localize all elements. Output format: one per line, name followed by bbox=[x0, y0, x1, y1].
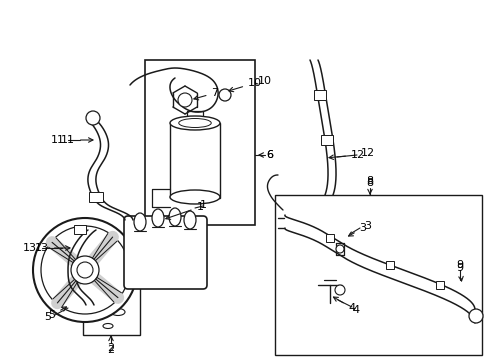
Text: 11: 11 bbox=[51, 135, 65, 145]
Bar bbox=[145, 60, 254, 225]
Text: 2: 2 bbox=[107, 336, 114, 353]
Ellipse shape bbox=[179, 118, 211, 127]
Circle shape bbox=[33, 218, 137, 322]
Text: 5: 5 bbox=[44, 312, 51, 322]
Bar bbox=[435, 281, 443, 289]
Text: 8: 8 bbox=[366, 178, 373, 194]
Text: 4: 4 bbox=[333, 297, 355, 313]
Bar bbox=[320, 135, 332, 145]
Bar bbox=[313, 90, 325, 100]
Text: 1: 1 bbox=[199, 200, 206, 210]
Text: 8: 8 bbox=[366, 176, 373, 186]
Circle shape bbox=[41, 226, 129, 314]
Ellipse shape bbox=[170, 190, 220, 204]
Bar bbox=[83, 265, 140, 335]
Ellipse shape bbox=[169, 208, 181, 226]
Text: 3: 3 bbox=[348, 223, 366, 236]
Ellipse shape bbox=[103, 324, 113, 328]
Circle shape bbox=[334, 285, 345, 295]
Text: 10: 10 bbox=[258, 76, 271, 86]
Text: 7: 7 bbox=[193, 88, 218, 100]
Circle shape bbox=[468, 309, 482, 323]
Text: 2: 2 bbox=[107, 345, 114, 355]
FancyBboxPatch shape bbox=[124, 216, 206, 289]
Ellipse shape bbox=[89, 278, 105, 286]
Bar bbox=[325, 234, 333, 242]
Circle shape bbox=[71, 256, 99, 284]
Text: 9: 9 bbox=[455, 263, 463, 281]
Bar bbox=[385, 261, 393, 269]
Circle shape bbox=[86, 111, 100, 125]
Text: 6: 6 bbox=[266, 150, 273, 160]
Text: 3: 3 bbox=[364, 221, 371, 231]
Text: 6: 6 bbox=[259, 150, 273, 160]
Text: 11: 11 bbox=[61, 135, 93, 145]
Bar bbox=[74, 225, 86, 234]
Circle shape bbox=[178, 93, 192, 107]
Circle shape bbox=[219, 89, 230, 101]
Ellipse shape bbox=[85, 303, 105, 313]
Text: 13: 13 bbox=[23, 243, 37, 253]
Ellipse shape bbox=[152, 209, 163, 227]
Text: 13: 13 bbox=[35, 243, 70, 253]
Text: 4: 4 bbox=[352, 305, 359, 315]
Ellipse shape bbox=[111, 309, 125, 315]
Text: 12: 12 bbox=[360, 148, 374, 158]
Ellipse shape bbox=[170, 116, 220, 130]
Ellipse shape bbox=[183, 211, 196, 229]
Bar bbox=[274, 195, 481, 355]
Ellipse shape bbox=[114, 277, 126, 283]
Circle shape bbox=[77, 262, 93, 278]
Text: 12: 12 bbox=[328, 150, 365, 160]
Text: 1: 1 bbox=[165, 202, 203, 219]
Circle shape bbox=[335, 245, 343, 253]
Bar bbox=[170, 123, 220, 198]
Text: 9: 9 bbox=[455, 260, 463, 270]
Text: 5: 5 bbox=[48, 307, 66, 320]
Ellipse shape bbox=[134, 213, 146, 231]
Bar bbox=[89, 192, 103, 202]
Text: 10: 10 bbox=[228, 78, 262, 92]
